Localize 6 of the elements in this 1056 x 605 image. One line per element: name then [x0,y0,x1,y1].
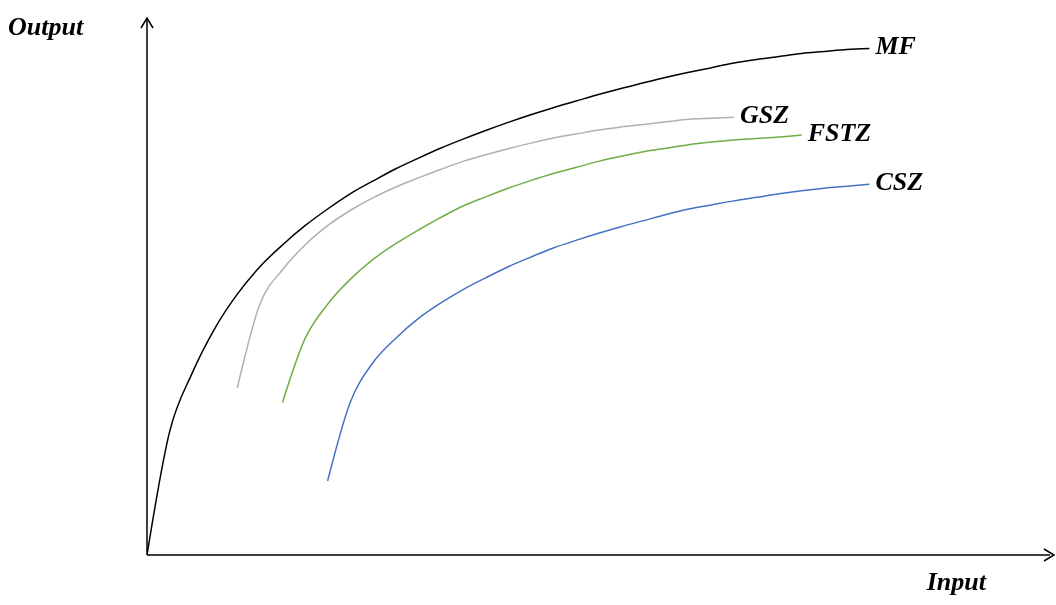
series-label: FSTZ [806,118,872,148]
series-label: GSZ [739,100,790,130]
series-label: MF [874,31,916,61]
series-label: CSZ [875,167,924,197]
y-axis-title: Output [8,12,84,42]
x-axis-title: Input [926,567,986,597]
